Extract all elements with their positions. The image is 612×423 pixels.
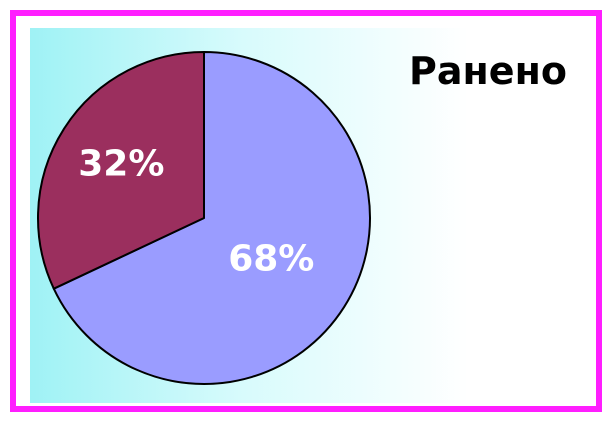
chart-title: Ранено <box>409 49 567 93</box>
slice-label-32: 32% <box>78 144 164 185</box>
slice-labels: 68% 32% <box>78 144 314 280</box>
pie-slice-32 <box>37 51 205 290</box>
pie-slice-68 <box>52 51 371 385</box>
pie-slices <box>37 51 371 385</box>
slice-label-68: 68% <box>228 239 314 280</box>
